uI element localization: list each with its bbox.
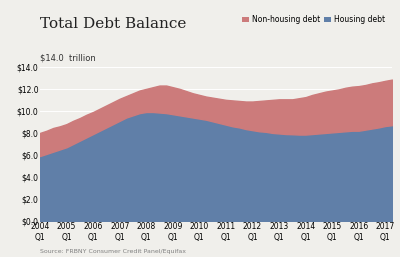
Text: Source: FRBNY Consumer Credit Panel/Equifax: Source: FRBNY Consumer Credit Panel/Equi… [40,250,186,254]
Text: $14.0  trillion: $14.0 trillion [40,54,96,63]
Legend: Non-housing debt, Housing debt: Non-housing debt, Housing debt [239,12,388,27]
Text: Total Debt Balance: Total Debt Balance [40,17,186,31]
